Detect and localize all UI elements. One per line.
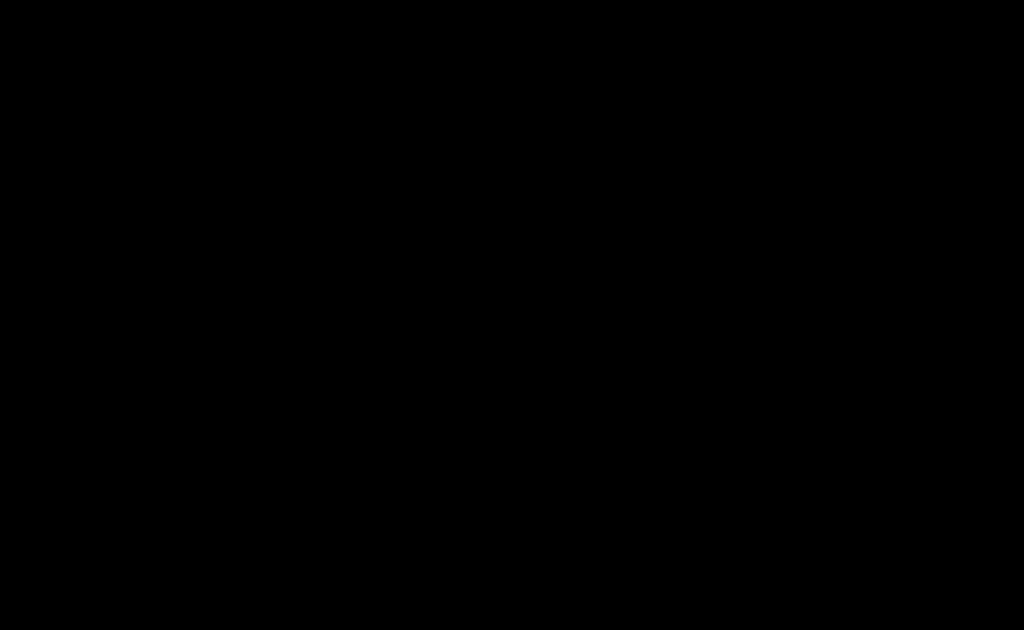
legend-item-brent xyxy=(25,61,55,66)
legend-item-usts xyxy=(71,61,101,66)
legend-swatch-brent-icon xyxy=(25,61,49,66)
legend-row-1 xyxy=(25,51,117,76)
legend xyxy=(25,51,117,101)
legend-swatch-sp-icon xyxy=(25,86,49,91)
legend-swatch-usts-icon xyxy=(71,61,95,66)
legend-row-2 xyxy=(25,76,117,101)
legend-item-sp xyxy=(25,86,55,91)
